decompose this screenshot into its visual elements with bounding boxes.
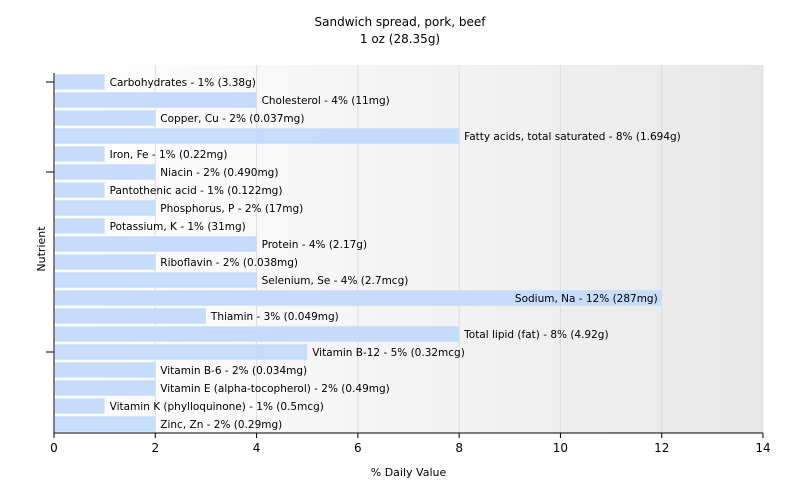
x-tick-label: 0 [50,441,58,455]
bar [55,362,156,378]
bar-label: Sodium, Na - 12% (287mg) [515,293,658,305]
bar [55,146,105,162]
bar-label: Riboflavin - 2% (0.038mg) [160,257,298,269]
bar-label: Vitamin B-6 - 2% (0.034mg) [160,365,307,377]
bar [55,290,662,306]
bar-label: Copper, Cu - 2% (0.037mg) [160,113,304,125]
bar-label: Thiamin - 3% (0.049mg) [210,311,339,323]
bar [55,182,105,198]
bar [55,74,105,90]
chart-subtitle: 1 oz (28.35g) [359,32,441,46]
x-tick-label: 4 [253,441,261,455]
bar [55,92,257,108]
x-tick-label: 6 [354,441,362,455]
x-tick-label: 2 [151,441,159,455]
bar-label: Protein - 4% (2.17g) [262,239,368,251]
bar [55,326,460,342]
bar [55,236,257,252]
bar [55,308,206,324]
bar-label: Cholesterol - 4% (11mg) [262,95,390,107]
bar-label: Fatty acids, total saturated - 8% (1.694… [464,131,681,143]
bar [55,416,156,432]
bar-label: Phosphorus, P - 2% (17mg) [160,203,303,215]
bar-label: Potassium, K - 1% (31mg) [110,221,246,233]
bar-label: Carbohydrates - 1% (3.38g) [110,77,256,89]
bar-label: Iron, Fe - 1% (0.22mg) [110,149,228,161]
x-tick-label: 14 [755,441,770,455]
bar-label: Vitamin K (phylloquinone) - 1% (0.5mcg) [110,401,324,413]
bar [55,200,156,216]
x-tick-label: 10 [553,441,568,455]
bar-label: Total lipid (fat) - 8% (4.92g) [463,329,608,341]
bar-label: Zinc, Zn - 2% (0.29mg) [160,419,282,431]
bar [55,272,257,288]
bar [55,344,308,360]
bar [55,254,156,270]
bar-label: Selenium, Se - 4% (2.7mcg) [262,275,409,287]
bar-label: Vitamin B-12 - 5% (0.32mcg) [312,347,465,359]
x-axis-label: % Daily Value [371,466,447,479]
bar-label: Niacin - 2% (0.490mg) [160,167,278,179]
bar-label: Vitamin E (alpha-tocopherol) - 2% (0.49m… [160,383,389,395]
bar [55,110,156,126]
bar-label: Pantothenic acid - 1% (0.122mg) [110,185,283,197]
x-tick-label: 8 [455,441,463,455]
chart-title: Sandwich spread, pork, beef [314,15,486,29]
bar [55,218,105,234]
x-tick-label: 12 [654,441,669,455]
bar [55,380,156,396]
bar [55,398,105,414]
bar [55,128,460,144]
y-axis-label: Nutrient [35,226,48,272]
bar [55,164,156,180]
